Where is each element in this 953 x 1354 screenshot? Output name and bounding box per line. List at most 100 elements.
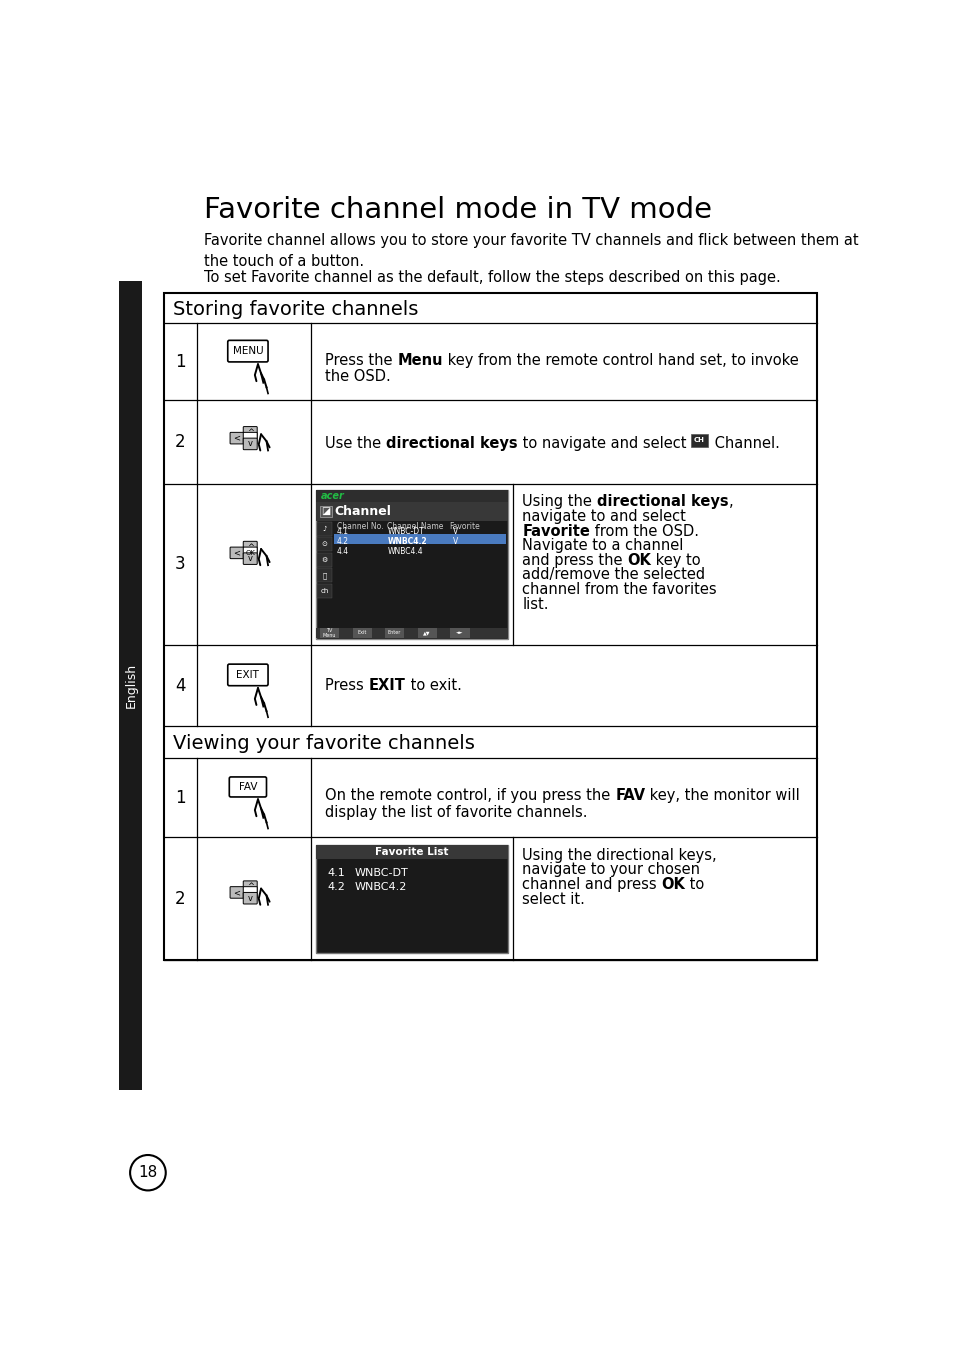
Text: list.: list. (521, 597, 548, 612)
Text: ◪: ◪ (320, 506, 330, 516)
Bar (319, 506, 332, 517)
Text: WNBC4.4: WNBC4.4 (387, 547, 422, 555)
Text: 2: 2 (175, 433, 186, 451)
Text: 1: 1 (175, 353, 186, 371)
Text: ◄►: ◄► (456, 631, 463, 635)
Text: ⊙: ⊙ (321, 542, 327, 547)
Text: Favorite: Favorite (449, 523, 479, 531)
FancyBboxPatch shape (243, 552, 257, 565)
Text: and press the: and press the (521, 552, 627, 567)
Text: 4.4: 4.4 (336, 547, 349, 555)
Text: to navigate and select: to navigate and select (517, 436, 690, 451)
Text: directional keys: directional keys (597, 494, 727, 509)
FancyBboxPatch shape (230, 887, 244, 898)
Text: To set Favorite channel as the default, follow the steps described on this page.: To set Favorite channel as the default, … (204, 269, 781, 284)
Bar (385, 628, 404, 638)
Text: acer: acer (320, 492, 344, 501)
FancyBboxPatch shape (243, 887, 257, 898)
Bar (315, 845, 508, 858)
Text: to: to (684, 877, 704, 892)
Text: MENU: MENU (233, 347, 263, 356)
Text: TV
Menu: TV Menu (322, 627, 335, 638)
Bar (316, 523, 332, 536)
FancyBboxPatch shape (243, 547, 257, 559)
Bar (315, 627, 508, 638)
Text: WNBC4.2: WNBC4.2 (387, 536, 427, 546)
Text: Using the: Using the (521, 494, 597, 509)
Text: Favorite channel allows you to store your favorite TV channels and flick between: Favorite channel allows you to store you… (204, 233, 859, 268)
Text: EXIT: EXIT (236, 670, 259, 680)
Text: Channel No.: Channel No. (336, 523, 383, 531)
Bar (450, 628, 469, 638)
Bar (316, 569, 332, 582)
Text: 🔒: 🔒 (322, 571, 327, 578)
Text: Menu: Menu (397, 352, 442, 368)
Text: key to: key to (651, 552, 700, 567)
Text: WNBC-DT: WNBC-DT (387, 527, 424, 536)
Text: Favorite channel mode in TV mode: Favorite channel mode in TV mode (204, 196, 712, 225)
Text: v: v (248, 554, 253, 563)
Text: select it.: select it. (521, 892, 584, 907)
FancyBboxPatch shape (228, 340, 268, 362)
Text: ^: ^ (247, 883, 253, 891)
Text: <: < (233, 888, 240, 896)
Text: V: V (452, 536, 457, 546)
Text: FAV: FAV (615, 788, 645, 803)
Text: key, the monitor will: key, the monitor will (645, 788, 800, 803)
Text: CH: CH (693, 437, 704, 444)
Text: ,: , (727, 494, 732, 509)
Text: OK: OK (627, 552, 651, 567)
Text: Enter: Enter (387, 631, 400, 635)
Text: channel and press: channel and press (521, 877, 660, 892)
Text: 1: 1 (175, 789, 186, 807)
Bar (319, 628, 339, 638)
Text: On the remote control, if you press the: On the remote control, if you press the (325, 788, 615, 803)
Text: key from the remote control hand set, to invoke: key from the remote control hand set, to… (442, 352, 798, 368)
Text: EXIT: EXIT (369, 678, 405, 693)
Text: 4: 4 (175, 677, 186, 695)
FancyBboxPatch shape (243, 881, 257, 892)
Text: add/remove the selected: add/remove the selected (521, 567, 704, 582)
Bar (315, 502, 508, 520)
Bar (315, 490, 508, 502)
Text: OK: OK (245, 550, 254, 556)
Text: 4.1: 4.1 (327, 868, 344, 877)
Bar (119, 282, 142, 1090)
Text: OK: OK (660, 877, 684, 892)
Text: <: < (233, 433, 240, 443)
Text: navigate to your chosen: navigate to your chosen (521, 862, 700, 877)
Text: Channel.: Channel. (709, 436, 779, 451)
Text: Exit: Exit (356, 631, 366, 635)
Text: v: v (248, 894, 253, 903)
Bar (164, 292, 816, 324)
Bar (315, 490, 508, 639)
Text: WNBC-DT: WNBC-DT (355, 868, 408, 877)
FancyBboxPatch shape (243, 439, 257, 450)
Text: display the list of favorite channels.: display the list of favorite channels. (325, 804, 587, 819)
FancyBboxPatch shape (230, 547, 244, 559)
Text: directional keys: directional keys (386, 436, 517, 451)
FancyBboxPatch shape (243, 427, 257, 439)
Text: Navigate to a channel: Navigate to a channel (521, 539, 683, 554)
Bar (334, 535, 505, 544)
Text: Channel Name: Channel Name (387, 523, 443, 531)
Text: from the OSD.: from the OSD. (590, 524, 699, 539)
FancyBboxPatch shape (230, 432, 244, 444)
Text: Channel: Channel (335, 505, 391, 517)
Text: <: < (233, 548, 240, 558)
Text: ♪: ♪ (322, 525, 327, 532)
Text: Storing favorite channels: Storing favorite channels (173, 301, 418, 320)
Text: 4.2: 4.2 (336, 536, 349, 546)
Text: Favorite: Favorite (521, 524, 590, 539)
Bar (316, 552, 332, 567)
Text: ch: ch (320, 588, 329, 593)
FancyBboxPatch shape (228, 663, 268, 685)
Text: Use the: Use the (325, 436, 386, 451)
Text: ^: ^ (247, 543, 253, 551)
Text: FAV: FAV (238, 783, 257, 792)
Text: English: English (124, 662, 137, 708)
Bar (164, 292, 816, 960)
Text: ^: ^ (247, 428, 253, 437)
Text: Using the directional keys,: Using the directional keys, (521, 848, 716, 862)
Text: 4.1: 4.1 (336, 527, 349, 536)
